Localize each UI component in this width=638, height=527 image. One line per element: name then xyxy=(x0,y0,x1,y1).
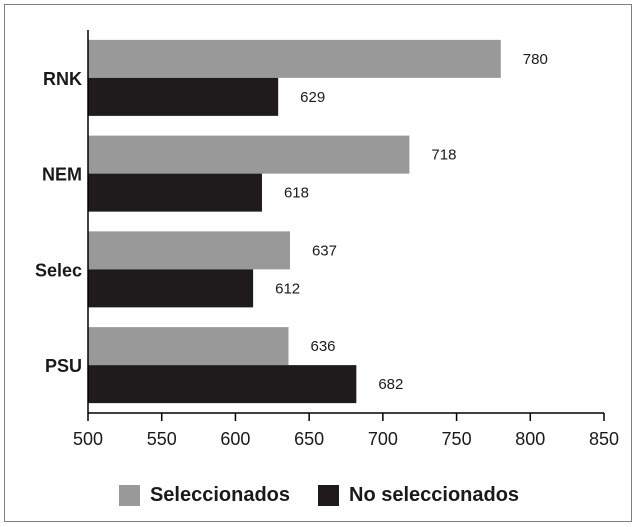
x-tick-label-800: 800 xyxy=(515,429,545,449)
legend-item-no-seleccionados: No seleccionados xyxy=(318,484,519,507)
value-label-nem-seleccionados: 718 xyxy=(431,147,456,164)
legend-swatch-seleccionados xyxy=(118,484,140,506)
legend-swatch-no-seleccionados xyxy=(318,484,339,506)
category-label-selec: Selec xyxy=(35,260,82,280)
bar-rnk-no-seleccionados xyxy=(88,77,279,116)
value-label-psu-no-seleccionados: 682 xyxy=(378,376,403,393)
bar-selec-seleccionados xyxy=(88,231,290,270)
x-tick-label-850: 850 xyxy=(589,429,619,449)
value-label-nem-no-seleccionados: 618 xyxy=(284,185,309,202)
value-label-selec-no-seleccionados: 612 xyxy=(275,280,300,297)
bar-nem-seleccionados xyxy=(88,135,410,174)
bar-psu-seleccionados xyxy=(88,327,289,366)
value-label-selec-seleccionados: 637 xyxy=(312,242,337,259)
x-tick-label-650: 650 xyxy=(294,429,324,449)
category-label-psu: PSU xyxy=(45,356,82,376)
legend-label-no-seleccionados: No seleccionados xyxy=(349,483,520,506)
value-label-rnk-seleccionados: 780 xyxy=(523,51,548,68)
x-tick-label-600: 600 xyxy=(220,429,250,449)
bar-chart: 780 629 RNK 718 618 NEM 637 612 Selec 636 682 PSU 50… xyxy=(35,30,619,449)
bar-rnk-seleccionados xyxy=(88,39,501,78)
x-tick-label-550: 550 xyxy=(147,429,177,449)
bar-psu-no-seleccionados xyxy=(88,365,357,404)
legend-label-seleccionados: Seleccionados xyxy=(149,483,290,506)
category-label-rnk: RNK xyxy=(43,69,82,89)
legend-item-seleccionados: Seleccionados xyxy=(118,483,290,507)
x-tick-label-700: 700 xyxy=(368,429,398,449)
bar-nem-no-seleccionados xyxy=(88,173,262,212)
value-label-rnk-no-seleccionados: 629 xyxy=(300,89,325,106)
x-tick-label-500: 500 xyxy=(73,429,103,449)
legend: Seleccionados No seleccionados xyxy=(0,480,638,510)
x-tick-label-750: 750 xyxy=(442,429,472,449)
category-label-nem: NEM xyxy=(42,165,82,185)
value-label-psu-seleccionados: 636 xyxy=(311,338,336,355)
bar-selec-no-seleccionados xyxy=(88,269,254,308)
